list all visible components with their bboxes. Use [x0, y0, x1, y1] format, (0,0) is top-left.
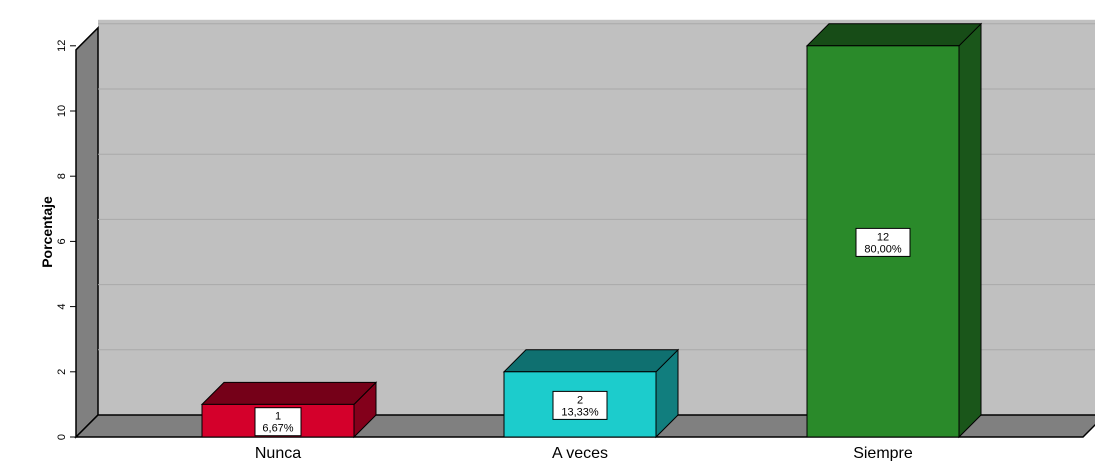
data-label-count: 12 [877, 231, 889, 243]
x-category-label: Nunca [255, 445, 301, 461]
data-label-percent: 13,33% [561, 406, 599, 418]
data-label-box [552, 390, 608, 420]
x-axis-categories: Nunca A veces Siempre [255, 445, 913, 461]
x-category-label: Siempre [853, 445, 913, 461]
y-tick-label: 10 [56, 105, 68, 117]
data-label-box [855, 227, 911, 257]
y-axis-label: Porcentaje [39, 196, 55, 268]
data-label-percent: 80,00% [864, 243, 902, 255]
y-tick-label: 6 [56, 238, 68, 244]
y-tick-label: 12 [56, 40, 68, 52]
bar-nunca: 16,67% [200, 381, 378, 439]
bar-top [805, 23, 983, 47]
y-tick-label: 4 [56, 304, 68, 310]
bar-top [502, 349, 680, 373]
x-category-label: A veces [552, 445, 608, 461]
y-tick-label: 0 [56, 434, 68, 440]
side-wall [75, 25, 99, 439]
data-label-count: 1 [275, 411, 281, 423]
data-label-percent: 6,67% [262, 423, 293, 435]
y-tick-label: 2 [56, 369, 68, 375]
bar-side [958, 22, 982, 439]
bar-a-veces: 213,33% [502, 348, 680, 439]
data-label-count: 2 [577, 394, 583, 406]
y-axis-ticks: 0 2 4 6 8 10 12 [56, 40, 76, 440]
data-label-box [254, 407, 302, 437]
y-tick-label: 8 [56, 173, 68, 179]
bar-top [200, 381, 378, 405]
